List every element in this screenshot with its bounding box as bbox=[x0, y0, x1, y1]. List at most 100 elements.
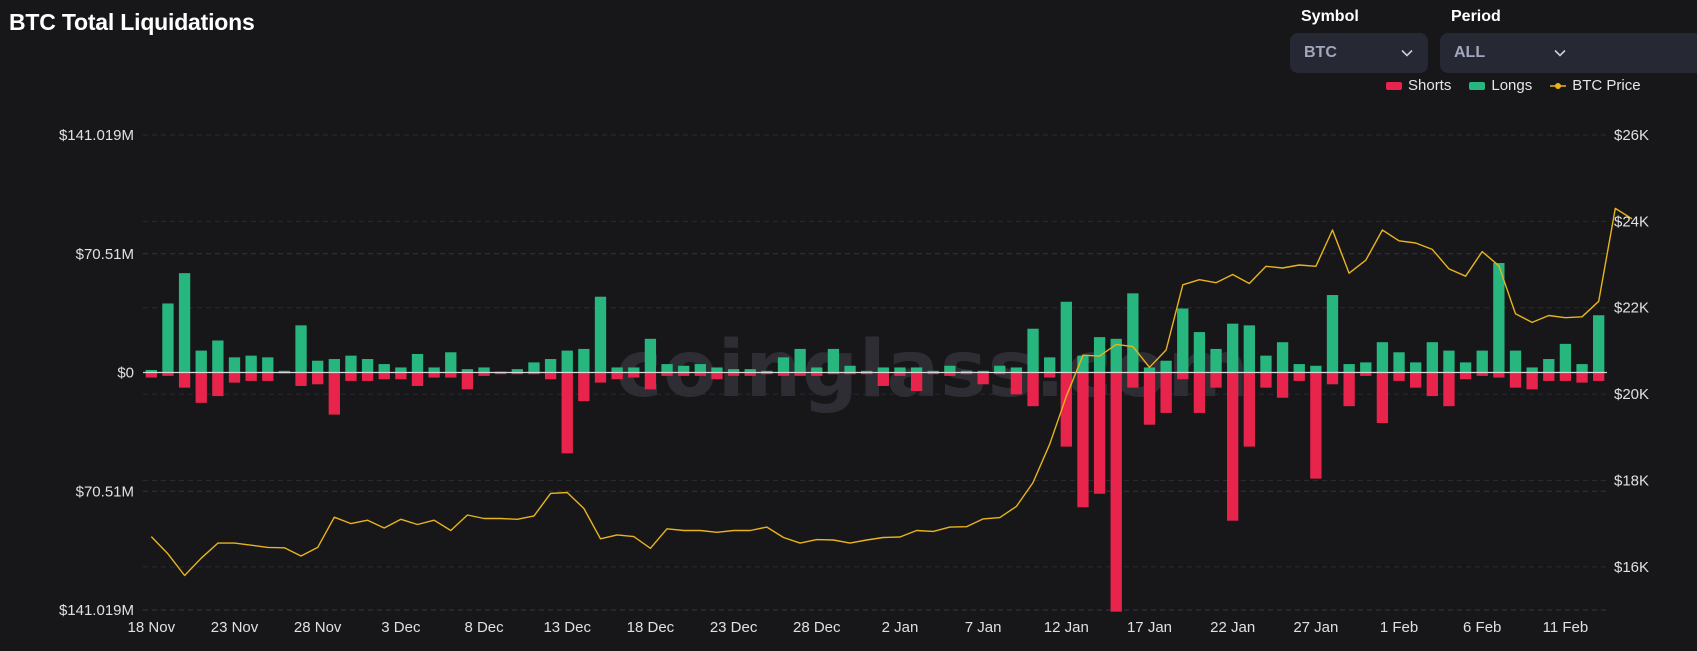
short-bar[interactable] bbox=[1027, 372, 1039, 407]
long-bar[interactable] bbox=[1077, 355, 1089, 373]
long-bar[interactable] bbox=[1110, 338, 1122, 373]
long-bar[interactable] bbox=[1543, 359, 1555, 373]
short-bar[interactable] bbox=[1393, 372, 1405, 381]
long-bar[interactable] bbox=[1243, 325, 1255, 373]
long-bar[interactable] bbox=[178, 273, 191, 373]
short-bar[interactable] bbox=[295, 372, 307, 386]
long-bar[interactable] bbox=[1443, 350, 1455, 373]
short-bar[interactable] bbox=[1143, 372, 1156, 425]
long-bar[interactable] bbox=[295, 325, 307, 373]
long-bar[interactable] bbox=[1410, 362, 1422, 373]
short-bar[interactable] bbox=[1426, 372, 1438, 397]
short-bar[interactable] bbox=[361, 372, 374, 381]
short-bar[interactable] bbox=[1293, 372, 1305, 381]
legend-item-btc-price[interactable]: BTC Price bbox=[1550, 77, 1641, 94]
short-bar[interactable] bbox=[1243, 372, 1255, 447]
long-bar[interactable] bbox=[761, 370, 773, 373]
short-bar[interactable] bbox=[861, 372, 873, 375]
long-bar[interactable] bbox=[994, 365, 1006, 373]
long-bar[interactable] bbox=[694, 364, 706, 373]
long-bar[interactable] bbox=[777, 357, 790, 373]
short-bar[interactable] bbox=[1127, 372, 1139, 388]
long-bar[interactable] bbox=[528, 362, 540, 373]
long-bar[interactable] bbox=[977, 370, 989, 373]
long-bar[interactable] bbox=[628, 367, 640, 373]
long-bar[interactable] bbox=[594, 296, 607, 373]
short-bar[interactable] bbox=[944, 372, 956, 376]
long-bar[interactable] bbox=[861, 370, 873, 373]
long-bar[interactable] bbox=[1343, 364, 1355, 373]
long-bar[interactable] bbox=[1426, 342, 1438, 373]
short-bar[interactable] bbox=[1543, 372, 1555, 381]
short-bar[interactable] bbox=[1493, 372, 1505, 378]
short-bar[interactable] bbox=[1559, 372, 1572, 381]
short-bar[interactable] bbox=[761, 372, 773, 375]
short-bar[interactable] bbox=[1459, 372, 1472, 380]
long-bar[interactable] bbox=[328, 359, 340, 373]
short-bar[interactable] bbox=[1360, 372, 1372, 376]
short-bar[interactable] bbox=[195, 372, 207, 403]
short-bar[interactable] bbox=[428, 372, 440, 378]
long-bar[interactable] bbox=[1459, 362, 1472, 373]
long-bar[interactable] bbox=[278, 370, 291, 373]
long-bar[interactable] bbox=[262, 357, 274, 373]
long-bar[interactable] bbox=[1010, 367, 1023, 373]
short-bar[interactable] bbox=[727, 372, 740, 376]
legend-item-shorts[interactable]: Shorts bbox=[1386, 77, 1451, 94]
short-bar[interactable] bbox=[711, 372, 723, 380]
long-bar[interactable] bbox=[827, 348, 840, 373]
long-bar[interactable] bbox=[611, 367, 623, 373]
short-bar[interactable] bbox=[694, 372, 706, 376]
short-bar[interactable] bbox=[678, 372, 690, 376]
short-bar[interactable] bbox=[1044, 372, 1056, 378]
long-bar[interactable] bbox=[245, 355, 257, 373]
long-bar[interactable] bbox=[1526, 367, 1538, 373]
short-bar[interactable] bbox=[1260, 372, 1272, 388]
long-bar[interactable] bbox=[395, 367, 407, 373]
short-bar[interactable] bbox=[894, 372, 906, 376]
long-bar[interactable] bbox=[428, 367, 440, 373]
long-bar[interactable] bbox=[1044, 357, 1056, 373]
short-bar[interactable] bbox=[777, 372, 790, 376]
long-bar[interactable] bbox=[1093, 337, 1106, 373]
short-bar[interactable] bbox=[162, 372, 174, 376]
long-bar[interactable] bbox=[1193, 332, 1206, 373]
short-bar[interactable] bbox=[495, 372, 507, 375]
long-bar[interactable] bbox=[1177, 308, 1189, 373]
short-bar[interactable] bbox=[328, 372, 340, 415]
long-bar[interactable] bbox=[145, 369, 157, 373]
long-bar[interactable] bbox=[511, 369, 523, 373]
short-bar[interactable] bbox=[1210, 372, 1222, 388]
short-bar[interactable] bbox=[811, 372, 823, 376]
short-bar[interactable] bbox=[378, 372, 390, 380]
short-bar[interactable] bbox=[877, 372, 889, 386]
long-bar[interactable] bbox=[1210, 348, 1222, 373]
short-bar[interactable] bbox=[528, 372, 540, 375]
long-bar[interactable] bbox=[1293, 364, 1305, 373]
short-bar[interactable] bbox=[262, 372, 274, 381]
short-bar[interactable] bbox=[445, 372, 457, 378]
long-bar[interactable] bbox=[1227, 323, 1239, 373]
short-bar[interactable] bbox=[245, 372, 257, 381]
long-bar[interactable] bbox=[811, 367, 823, 373]
short-bar[interactable] bbox=[312, 372, 324, 385]
short-bar[interactable] bbox=[794, 372, 806, 376]
long-bar[interactable] bbox=[445, 352, 457, 373]
long-bar[interactable] bbox=[794, 348, 806, 373]
short-bar[interactable] bbox=[827, 372, 840, 375]
short-bar[interactable] bbox=[395, 372, 407, 380]
long-bar[interactable] bbox=[711, 367, 723, 373]
short-bar[interactable] bbox=[544, 372, 557, 380]
long-bar[interactable] bbox=[1127, 293, 1139, 373]
long-bar[interactable] bbox=[927, 370, 939, 373]
long-bar[interactable] bbox=[411, 353, 424, 373]
long-bar[interactable] bbox=[1393, 352, 1405, 373]
long-bar[interactable] bbox=[1559, 343, 1572, 373]
long-bar[interactable] bbox=[661, 364, 673, 373]
short-bar[interactable] bbox=[1010, 372, 1023, 395]
long-bar[interactable] bbox=[228, 357, 241, 373]
long-bar[interactable] bbox=[1493, 263, 1505, 373]
short-bar[interactable] bbox=[1376, 372, 1389, 424]
short-bar[interactable] bbox=[1326, 372, 1339, 385]
long-bar[interactable] bbox=[1476, 350, 1488, 373]
